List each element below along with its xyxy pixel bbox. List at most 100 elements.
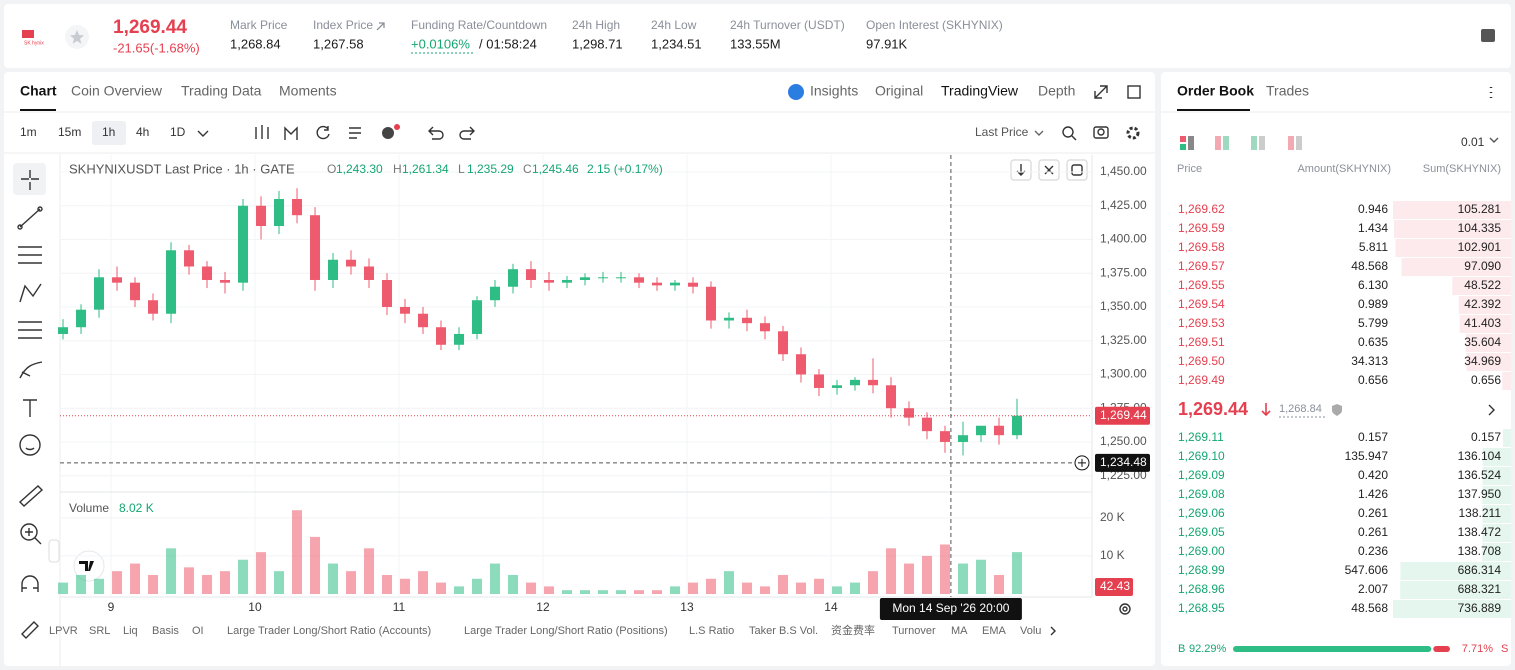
candle-body (130, 282, 141, 301)
menu-icon[interactable] (1481, 29, 1495, 42)
depth-bar (1482, 524, 1511, 542)
sell-key: S (1501, 643, 1508, 655)
volume-bar (454, 586, 465, 594)
crosshair-price: 1,234.48 (1100, 455, 1147, 469)
indicator[interactable]: Volu (1020, 625, 1041, 637)
indicator[interactable]: Liq (123, 625, 138, 637)
depth-bar (1393, 201, 1511, 219)
ob-sum: 688.321 (1458, 582, 1502, 596)
ob-tab[interactable]: Trades (1266, 83, 1309, 99)
indicator[interactable]: Large Trader Long/Short Ratio (Positions… (464, 625, 668, 637)
indicator[interactable]: L.S Ratio (689, 625, 734, 637)
candle-body (939, 431, 950, 442)
stat-value: 1,298.71 (572, 36, 623, 51)
ob-amount: 0.261 (1358, 525, 1388, 539)
candle-body (616, 277, 627, 279)
interval[interactable]: 1m (20, 125, 37, 139)
chart-tab[interactable]: Chart (20, 83, 57, 99)
ob-price[interactable]: 1,269.51 (1178, 335, 1225, 349)
volume-bar (544, 586, 555, 594)
chart-toolbar-icons[interactable] (197, 85, 1499, 636)
indicator[interactable]: Large Trader Long/Short Ratio (Accounts) (227, 625, 431, 637)
volume-current: 8.02 K (119, 501, 154, 515)
interval-active (92, 121, 126, 145)
volume-bar (400, 578, 411, 594)
ob-price[interactable]: 1,269.55 (1178, 278, 1225, 292)
depth-bar (1395, 239, 1511, 257)
candle-body (993, 425, 1004, 436)
ob-price[interactable]: 1,269.53 (1178, 316, 1225, 330)
chart-tab[interactable]: Moments (279, 83, 337, 99)
ohlc-key: H (393, 162, 402, 176)
candle-body (256, 205, 267, 226)
ob-price[interactable]: 1,268.96 (1178, 582, 1225, 596)
indicator[interactable]: MA (951, 625, 968, 637)
interval[interactable]: 15m (58, 125, 81, 139)
volume-bar (148, 574, 159, 594)
ob-sum: 97.090 (1464, 259, 1501, 273)
indicator[interactable]: Basis (152, 625, 179, 637)
ob-price[interactable]: 1,269.11 (1178, 430, 1224, 444)
ob-price[interactable]: 1,269.05 (1178, 525, 1225, 539)
collapse-tab[interactable] (48, 539, 60, 563)
tradingview-mark (79, 561, 94, 571)
indicator[interactable]: 资金费率 (831, 623, 875, 637)
volume-bar (598, 590, 609, 594)
ob-price[interactable]: 1,269.06 (1178, 506, 1225, 520)
stat-label: 24h High (572, 18, 620, 32)
volume-bar (76, 574, 87, 594)
buy-ratio: 92.29% (1189, 643, 1227, 655)
ohlc-key: C (523, 162, 532, 176)
ob-price[interactable]: 1,269.59 (1178, 221, 1225, 235)
volume-bar (382, 574, 393, 594)
ob-price[interactable]: 1,269.57 (1178, 259, 1225, 273)
buy-bar (1233, 646, 1432, 652)
chart-tab[interactable]: Coin Overview (71, 83, 163, 99)
ob-price[interactable]: 1,269.09 (1178, 468, 1225, 482)
interval[interactable]: 1h (102, 125, 115, 139)
price-type[interactable]: Last Price (975, 125, 1029, 139)
interval[interactable]: 1D (170, 125, 186, 139)
ob-price[interactable]: 1,269.50 (1178, 354, 1225, 368)
depth-bar (1502, 429, 1511, 447)
ob-price[interactable]: 1,269.54 (1178, 297, 1225, 311)
indicator[interactable]: OI (192, 625, 204, 637)
orderbook-layout-icons[interactable] (1180, 136, 1302, 150)
view-tab[interactable]: Depth (1038, 83, 1075, 99)
ob-price[interactable]: 1,269.10 (1178, 449, 1225, 463)
volume-bar (742, 582, 753, 594)
y-tick-label: 1,425.00 (1100, 198, 1147, 212)
view-tab[interactable]: Original (875, 83, 923, 99)
ob-sum: 105.281 (1458, 202, 1502, 216)
view-tab[interactable]: Insights (810, 83, 858, 99)
indicator[interactable]: EMA (982, 625, 1007, 637)
indicator[interactable]: LPVR (49, 625, 78, 637)
ob-price[interactable]: 1,269.62 (1178, 202, 1225, 216)
chart-tab[interactable]: Trading Data (181, 83, 262, 99)
volume-bar (202, 574, 213, 594)
volume-bar (706, 578, 717, 594)
ob-price[interactable]: 1,269.00 (1178, 544, 1225, 558)
stat-label: Index Price (313, 18, 373, 32)
view-tab[interactable]: TradingView (941, 83, 1019, 99)
ob-amount: 0.656 (1358, 373, 1388, 387)
depth-bar (1401, 258, 1511, 276)
logo: SK hynix (24, 40, 44, 46)
ob-price[interactable]: 1,269.49 (1178, 373, 1225, 387)
y-tick-label: 1,350.00 (1100, 299, 1147, 313)
ob-price[interactable]: 1,268.95 (1178, 601, 1225, 615)
interval[interactable]: 4h (136, 125, 149, 139)
ob-price[interactable]: 1,269.58 (1178, 240, 1225, 254)
indicator[interactable]: Taker B.S Vol. (749, 625, 818, 637)
ob-tab[interactable]: Order Book (1177, 83, 1254, 99)
candle-body (346, 259, 357, 267)
indicator[interactable]: Turnover (892, 625, 936, 637)
candle-body (310, 215, 321, 280)
col-header: Sum(SKHYNIX) (1423, 163, 1501, 175)
ob-price[interactable]: 1,268.99 (1178, 563, 1225, 577)
candle-body (76, 309, 87, 328)
precision[interactable]: 0.01 (1461, 135, 1485, 149)
ob-price[interactable]: 1,269.08 (1178, 487, 1225, 501)
candle-body (184, 250, 195, 267)
indicator[interactable]: SRL (89, 625, 110, 637)
